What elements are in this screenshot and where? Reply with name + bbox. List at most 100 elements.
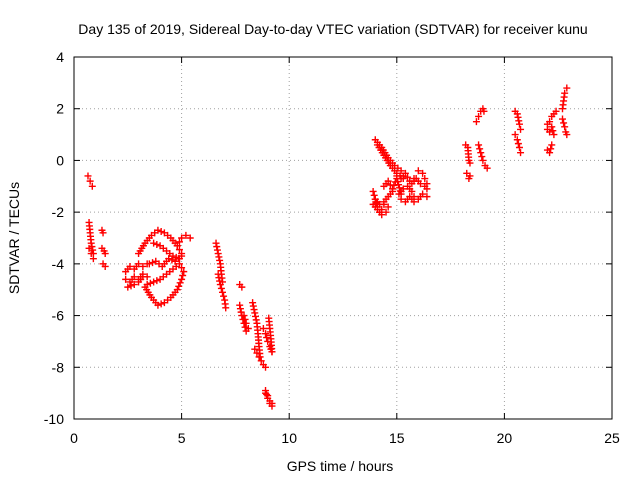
data-point-marker [176, 279, 184, 287]
data-point-marker [156, 275, 164, 283]
data-point-marker [548, 123, 556, 131]
data-point-marker [212, 239, 220, 247]
data-point-marker [408, 187, 416, 195]
data-point-marker [218, 288, 226, 296]
data-point-marker [416, 180, 424, 188]
data-point-marker [89, 246, 97, 254]
data-point-marker [130, 273, 138, 281]
data-point-marker [178, 275, 186, 283]
data-point-marker [404, 173, 412, 181]
data-point-marker [546, 149, 554, 157]
data-point-marker [550, 131, 558, 139]
data-point-marker [466, 172, 474, 180]
data-point-marker [384, 177, 392, 185]
data-point-marker [249, 299, 257, 307]
data-point-marker [483, 164, 491, 172]
data-point-marker [480, 107, 488, 115]
data-point-marker [479, 156, 487, 164]
data-point-marker [560, 119, 568, 127]
data-point-marker [242, 319, 250, 327]
y-axis-label: SDTVAR / TECUs [6, 182, 22, 294]
data-point-marker [419, 169, 427, 177]
x-axis-label: GPS time / hours [287, 458, 394, 474]
chart-title: Day 135 of 2019, Sidereal Day-to-day VTE… [78, 21, 587, 37]
data-point-marker [547, 145, 555, 153]
data-point-marker [149, 259, 157, 267]
plot-frame [73, 56, 613, 420]
data-point-marker [548, 141, 556, 149]
data-point-marker [262, 330, 270, 338]
data-point-marker [101, 250, 109, 258]
data-point-marker [143, 281, 151, 289]
data-point-marker [268, 348, 276, 356]
data-point-marker [173, 242, 181, 250]
data-point-marker [122, 275, 130, 283]
data-point-marker [378, 211, 386, 219]
data-point-marker [216, 277, 224, 285]
data-point-marker [217, 284, 225, 292]
data-point-marker [244, 325, 252, 332]
data-point-marker [214, 250, 222, 258]
data-point-marker [87, 239, 95, 247]
data-point-marker [89, 255, 97, 263]
data-point-marker [157, 228, 165, 236]
grid-lines [74, 57, 612, 419]
data-point-marker [395, 181, 403, 189]
data-point-marker [421, 175, 429, 183]
data-point-marker [186, 234, 194, 242]
data-point-marker [216, 281, 224, 289]
data-point-marker [546, 128, 554, 136]
data-point-marker [419, 190, 427, 198]
data-point-marker [515, 117, 523, 125]
data-point-marker [372, 199, 380, 207]
data-point-marker [514, 113, 522, 121]
data-point-marker [513, 136, 521, 144]
data-point-marker [241, 323, 249, 331]
data-point-marker [268, 399, 276, 407]
data-point-marker [87, 250, 95, 258]
data-point-marker [393, 172, 401, 180]
data-point-marker [213, 243, 221, 251]
data-point-marker [515, 144, 523, 151]
y-tick-label: -8 [52, 359, 65, 375]
data-point-marker [515, 120, 523, 128]
data-point-marker [173, 286, 181, 294]
data-point-marker [139, 273, 147, 281]
data-point-marker [216, 256, 224, 264]
data-point-marker [240, 312, 248, 320]
data-point-marker [252, 316, 260, 324]
x-tick-label: 0 [70, 430, 78, 446]
data-point-marker [85, 244, 93, 252]
data-point-marker [423, 193, 431, 201]
data-point-marker [397, 167, 405, 175]
data-point-marker [165, 255, 173, 263]
data-point-marker [220, 292, 228, 300]
data-point-marker [397, 195, 405, 203]
data-point-marker [255, 353, 263, 361]
data-point-marker [178, 234, 186, 242]
data-point-marker [180, 268, 188, 276]
data-point-marker [559, 115, 567, 123]
data-point-marker [475, 141, 483, 149]
data-point-marker [561, 89, 569, 97]
x-tick-label: 15 [389, 430, 405, 446]
y-tick-label: 4 [56, 49, 64, 65]
data-point-marker [517, 125, 525, 133]
data-point-marker [84, 172, 92, 180]
data-point-marker [145, 260, 153, 268]
data-point-marker [139, 262, 147, 270]
data-point-marker [399, 185, 407, 193]
data-point-marker [382, 208, 390, 216]
data-point-marker [251, 345, 259, 353]
data-point-marker [561, 123, 569, 131]
data-point-marker [249, 302, 257, 310]
data-point-marker [215, 253, 223, 261]
data-point-marker [250, 306, 258, 314]
data-point-marker [135, 260, 143, 268]
data-point-marker [513, 110, 521, 118]
y-tick-label: -4 [52, 256, 65, 272]
data-point-marker [549, 127, 557, 135]
data-point-marker [388, 185, 396, 193]
data-point-marker [182, 231, 190, 239]
